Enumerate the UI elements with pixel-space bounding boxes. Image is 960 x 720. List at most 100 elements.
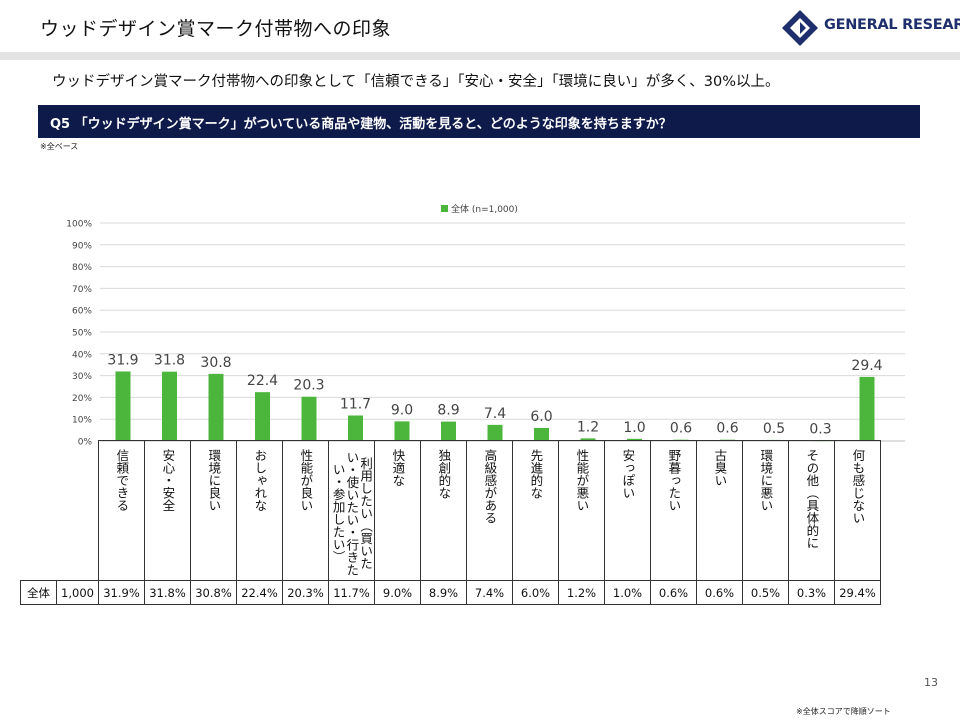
table-value-cell: 8.9% bbox=[420, 580, 467, 605]
base-note: ※全ベース bbox=[40, 142, 79, 151]
bar-value-label: 1.0 bbox=[623, 420, 645, 436]
category-label: 先進的な bbox=[528, 449, 544, 499]
category-cell: 先進的な bbox=[512, 440, 559, 581]
table-value-cell: 0.3% bbox=[788, 580, 835, 605]
table-value-cell: 31.9% bbox=[98, 580, 145, 605]
bar-value-label: 1.2 bbox=[577, 419, 599, 435]
table-value-cell: 1.0% bbox=[604, 580, 651, 605]
category-label: 野暮ったい bbox=[666, 449, 682, 512]
category-cell: 古臭い bbox=[696, 440, 743, 581]
category-label: 性能が悪い bbox=[574, 449, 590, 512]
category-cell: 独創的な bbox=[420, 440, 467, 581]
table-value-cell: 11.7% bbox=[328, 580, 375, 605]
bar bbox=[394, 421, 410, 441]
table-value-cell: 6.0% bbox=[512, 580, 559, 605]
logo-text: GENERAL RESEARCH bbox=[824, 17, 960, 33]
category-cell: 利用したい（買いたい・使いたい・行きたい・参加したい） bbox=[328, 440, 375, 581]
bar bbox=[208, 373, 224, 441]
data-table: 信頼できる 安心・安全 環境に良い おしゃれな 性能が良い 利用したい（買いたい・使いたい… bbox=[20, 440, 881, 605]
table-value-cell: 22.4% bbox=[236, 580, 283, 605]
category-cell: 安っぽい bbox=[604, 440, 651, 581]
bar-value-label: 11.7 bbox=[340, 396, 371, 412]
category-label: 環境に良い bbox=[206, 449, 222, 512]
legend-label: 全体 (n=1,000) bbox=[451, 203, 518, 215]
category-label: 独創的な bbox=[436, 449, 452, 499]
category-label: 古臭い bbox=[712, 449, 728, 487]
question-banner: Q5 「ウッドデザイン賞マーク」がついている商品や建物、活動を見ると、どのような… bbox=[38, 105, 920, 138]
category-label: 安っぽい bbox=[620, 449, 636, 499]
category-cell: 環境に良い bbox=[190, 440, 237, 581]
table-corner bbox=[20, 440, 99, 581]
category-label: その他（具体的に bbox=[804, 449, 820, 549]
page-number: 13 bbox=[924, 676, 938, 689]
bar-value-label: 8.9 bbox=[437, 403, 459, 419]
bar-value-label: 31.9 bbox=[107, 352, 138, 368]
category-cell: その他（具体的に bbox=[788, 440, 835, 581]
table-value-cell: 31.8% bbox=[144, 580, 191, 605]
table-value-cell: 9.0% bbox=[374, 580, 421, 605]
category-label: 利用したい（買いたい・使いたい・行きたい・参加したい） bbox=[330, 450, 374, 576]
bar-value-label: 0.3 bbox=[809, 421, 831, 437]
category-cell: 環境に悪い bbox=[742, 440, 789, 581]
y-tick-label: 60% bbox=[72, 307, 92, 317]
category-cell: 快適な bbox=[374, 440, 421, 581]
category-cell: 安心・安全 bbox=[144, 440, 191, 581]
page-title: ウッドデザイン賞マーク付帯物への印象 bbox=[40, 18, 392, 40]
table-value-cell: 0.5% bbox=[742, 580, 789, 605]
table-value-cell: 1.2% bbox=[558, 580, 605, 605]
y-tick-label: 80% bbox=[72, 263, 92, 273]
category-cell: おしゃれな bbox=[236, 440, 283, 581]
bar-value-label: 31.8 bbox=[154, 353, 185, 369]
category-cell: 野暮ったい bbox=[650, 440, 697, 581]
legend-swatch bbox=[441, 205, 448, 212]
y-tick-label: 90% bbox=[72, 241, 92, 251]
y-tick-label: 40% bbox=[72, 350, 92, 360]
row-label: 全体 bbox=[20, 580, 57, 605]
table-value-cell: 7.4% bbox=[466, 580, 513, 605]
bar bbox=[348, 415, 363, 441]
category-cell: 高級感がある bbox=[466, 440, 513, 581]
bar bbox=[115, 371, 131, 441]
y-tick-label: 50% bbox=[72, 329, 92, 339]
table-value-cell: 30.8% bbox=[190, 580, 237, 605]
bar-value-label: 0.6 bbox=[670, 421, 692, 437]
y-tick-label: 70% bbox=[72, 285, 92, 295]
category-label: 高級感がある bbox=[482, 449, 498, 524]
category-label: 快適な bbox=[390, 449, 406, 487]
category-label: 何も感じない bbox=[850, 449, 866, 524]
value-row: 全体 1,000 31.9% 31.8% 30.8% 22.4% 20.3% 11.7% 9… bbox=[20, 580, 881, 605]
bar bbox=[859, 376, 875, 441]
category-label: 安心・安全 bbox=[160, 449, 176, 512]
category-label: おしゃれな bbox=[252, 449, 268, 512]
bar bbox=[301, 396, 317, 441]
bar bbox=[441, 421, 456, 441]
bar-value-label: 0.5 bbox=[763, 421, 785, 437]
row-n: 1,000 bbox=[56, 580, 99, 605]
y-tick-label: 10% bbox=[72, 416, 92, 426]
title-divider bbox=[0, 52, 960, 60]
logo: GENERAL RESEARCH bbox=[780, 8, 960, 48]
bar-value-label: 9.0 bbox=[391, 402, 413, 418]
category-label: 信頼できる bbox=[114, 449, 130, 512]
table-value-cell: 0.6% bbox=[696, 580, 743, 605]
y-tick-label: 100% bbox=[66, 220, 92, 230]
y-tick-label: 20% bbox=[72, 394, 92, 404]
bar-value-label: 22.4 bbox=[247, 373, 278, 389]
bar-value-label: 7.4 bbox=[484, 406, 506, 422]
bar-value-label: 20.3 bbox=[293, 378, 324, 394]
category-cell: 何も感じない bbox=[834, 440, 881, 581]
category-label: 性能が良い bbox=[298, 449, 314, 512]
summary-text: ウッドデザイン賞マーク付帯物への印象として「信頼できる」「安心・安全」「環境に良… bbox=[52, 74, 780, 90]
footnote: ※全体スコアで降順ソート bbox=[796, 707, 891, 716]
bar bbox=[487, 424, 503, 441]
table-value-cell: 29.4% bbox=[834, 580, 881, 605]
bar-value-label: 6.0 bbox=[530, 409, 552, 425]
bar-value-label: 29.4 bbox=[851, 358, 882, 374]
category-cell: 性能が良い bbox=[282, 440, 329, 581]
bar-value-label: 0.6 bbox=[716, 421, 738, 437]
bar bbox=[255, 392, 270, 441]
category-row: 信頼できる 安心・安全 環境に良い おしゃれな 性能が良い 利用したい（買いたい・使いたい… bbox=[20, 440, 881, 581]
table-value-cell: 20.3% bbox=[282, 580, 329, 605]
category-label: 環境に悪い bbox=[758, 449, 774, 512]
logo-mark-icon bbox=[782, 10, 818, 46]
